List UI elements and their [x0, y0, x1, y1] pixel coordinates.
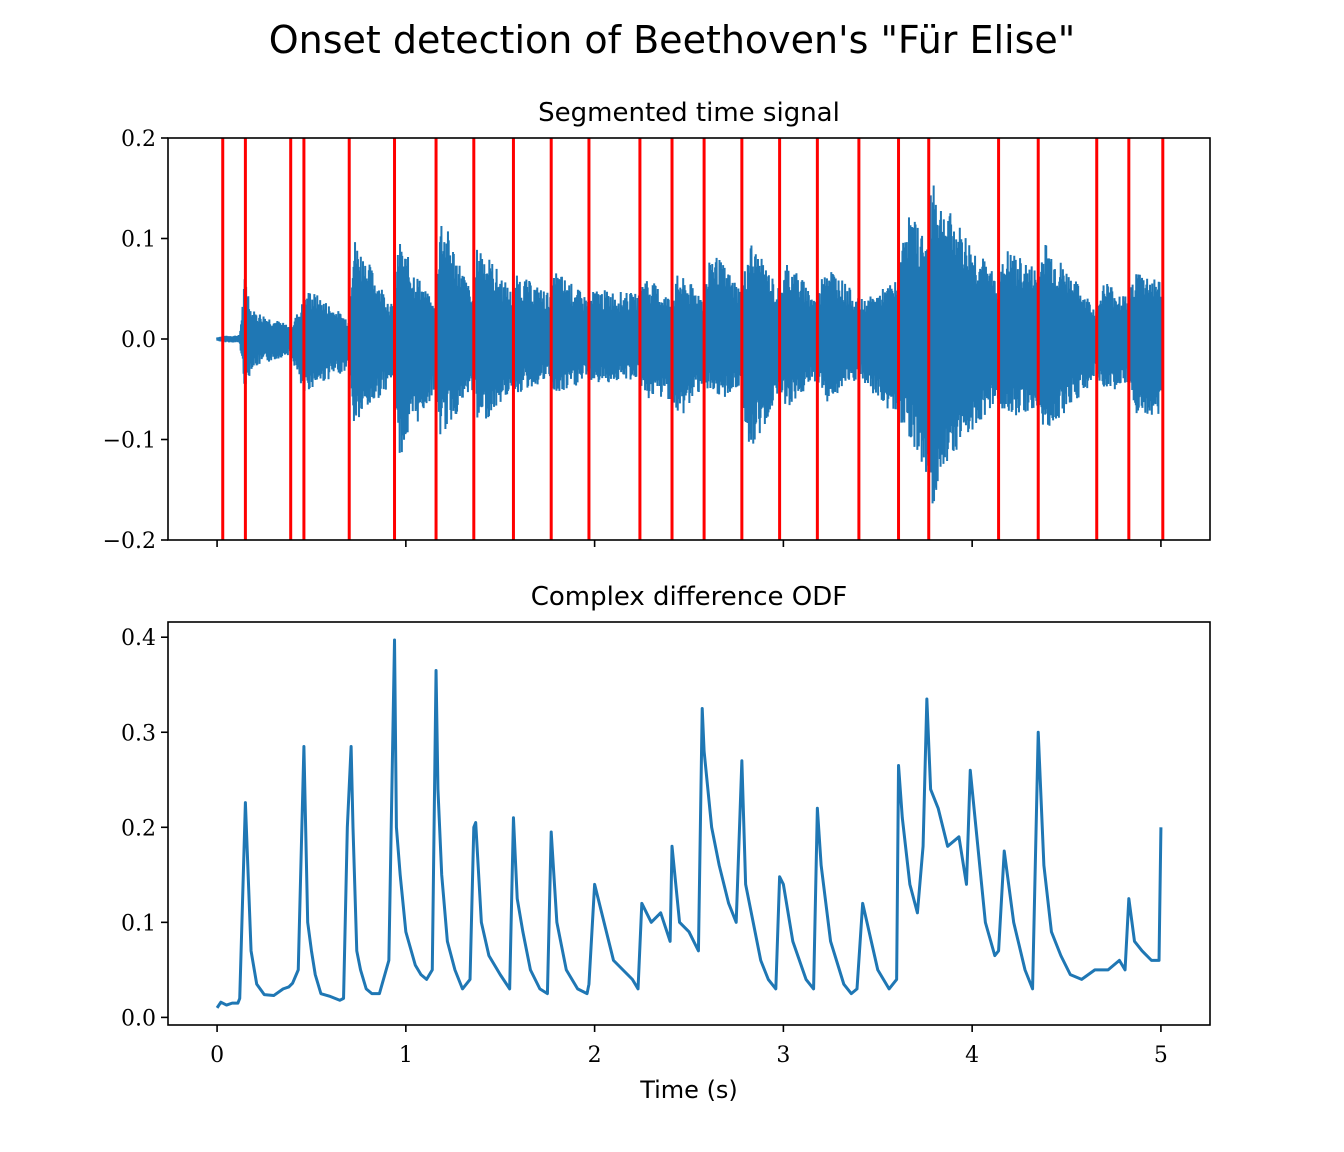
bottom-ytick-label: 0.0 — [121, 1006, 156, 1031]
subplot-title-odf: Complex difference ODF — [531, 582, 848, 612]
top-ytick-label: 0.1 — [121, 228, 156, 253]
bottom-ytick-label: 0.1 — [121, 911, 156, 936]
bottom-xtick-label: 2 — [588, 1043, 602, 1068]
x-axis-label: Time (s) — [639, 1076, 738, 1104]
top-ytick-label: −0.2 — [103, 529, 156, 554]
signal-waveform — [216, 185, 1162, 504]
bottom-xtick-label: 0 — [210, 1043, 224, 1068]
figure-title: Onset detection of Beethoven's "Für Elis… — [269, 18, 1076, 62]
bottom-ytick-label: 0.4 — [121, 626, 156, 651]
top-ytick-label: 0.0 — [121, 328, 156, 353]
bottom-x-ticks: 0 1 2 3 4 5 — [210, 1025, 1168, 1068]
bottom-xtick-label: 1 — [399, 1043, 413, 1068]
bottom-y-ticks: 0.0 0.1 0.2 0.3 0.4 — [121, 626, 168, 1031]
bottom-xtick-label: 3 — [776, 1043, 790, 1068]
top-y-ticks: −0.2 −0.1 0.0 0.1 0.2 — [103, 127, 168, 554]
bottom-axes-frame — [167, 621, 1211, 1026]
top-ytick-label: −0.1 — [103, 429, 156, 454]
top-x-ticks — [216, 540, 1162, 547]
bottom-xtick-label: 4 — [965, 1043, 979, 1068]
odf-line — [215, 638, 1163, 1009]
subplot-title-segmented-signal: Segmented time signal — [538, 98, 840, 128]
signal-plot-area — [216, 138, 1165, 540]
top-ytick-label: 0.2 — [121, 127, 156, 152]
bottom-xtick-label: 5 — [1154, 1043, 1168, 1068]
panel-segmented-signal: Segmented time signal −0.2 −0.1 0.0 0.1 0.2 — [103, 98, 1211, 554]
bottom-ytick-label: 0.3 — [121, 721, 156, 746]
odf-plot-area — [215, 638, 1163, 1009]
bottom-ytick-label: 0.2 — [121, 816, 156, 841]
panel-odf: Complex difference ODF 0.0 0.1 0.2 0.3 0.4 0… — [121, 582, 1211, 1104]
